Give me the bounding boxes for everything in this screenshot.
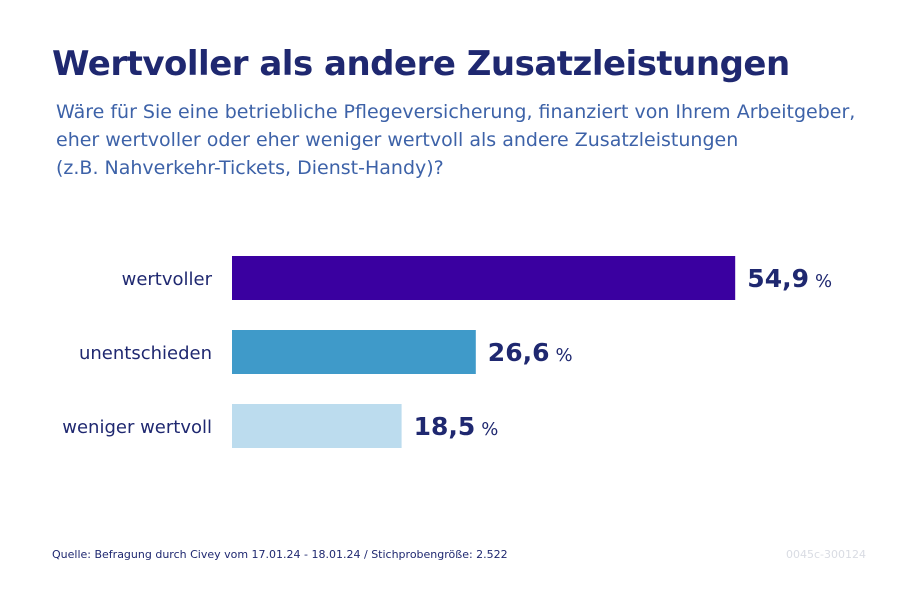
bar-chart: wertvoller 54,9 % unentschieden 26,6 % weniger… (62, 256, 832, 448)
subtitle-line: (z.B. Nahverkehr-Tickets, Dienst-Handy)? (56, 157, 444, 179)
chart-id: 0045c-300124 (785, 548, 866, 561)
chart-subtitle: Wäre für Sie eine betriebliche Pflegever… (56, 98, 876, 182)
value-label: 26,6% (488, 338, 573, 367)
chart-title: Wertvoller als andere Zusatzleistungen (52, 44, 790, 84)
bar (232, 330, 476, 374)
category-label: weniger wertvoll (62, 417, 212, 438)
category-label: wertvoller (122, 269, 213, 290)
bar (232, 404, 402, 448)
subtitle-line: eher wertvoller oder eher weniger wertvo… (56, 129, 739, 151)
bar (232, 256, 736, 300)
category-label: unentschieden (79, 343, 212, 364)
value-label: 18,5% (414, 412, 499, 441)
value-label: 54,9% (747, 264, 832, 293)
source-note: Quelle: Befragung durch Civey vom 17.01.… (52, 548, 508, 561)
subtitle-line: Wäre für Sie eine betriebliche Pflegever… (56, 101, 856, 123)
